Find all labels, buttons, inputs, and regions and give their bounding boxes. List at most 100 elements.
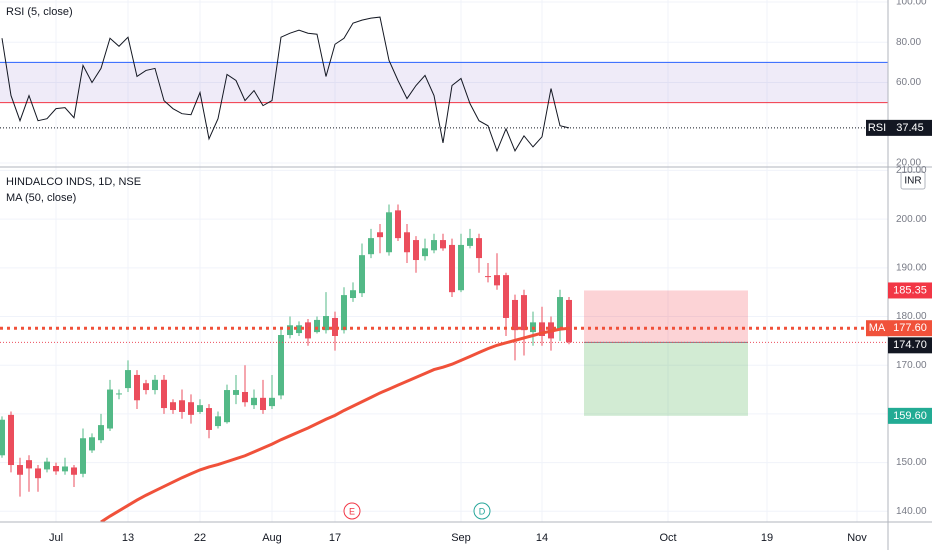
x-tick-label: Aug [262, 532, 282, 544]
candle-body [449, 244, 455, 293]
candle-body [17, 465, 23, 475]
candle-body [485, 276, 491, 278]
candle-body [269, 397, 275, 407]
candle-body [80, 438, 86, 474]
y-tick-label: 170.00 [896, 360, 927, 371]
candle-body [35, 468, 41, 479]
target-label: 159.60 [893, 410, 927, 422]
candle-body [107, 389, 113, 429]
event-marker [343, 502, 361, 520]
y-tick-label: 180.00 [896, 311, 927, 322]
candle-body [125, 370, 131, 389]
candle-body [323, 316, 329, 331]
candle-body [224, 390, 230, 423]
candle-body [566, 299, 572, 343]
y-tick-label: 20.00 [896, 158, 921, 169]
candle-body [44, 461, 50, 470]
candle-body [233, 390, 239, 395]
target-label-box [888, 407, 932, 424]
y-tick-label: 80.00 [896, 37, 921, 48]
candle-body [296, 325, 302, 334]
candle-body [386, 212, 392, 253]
x-tick-label: Jul [49, 532, 63, 544]
rsi-line [1, 16, 570, 153]
ma-value-label-box [888, 320, 932, 337]
candle-body [467, 238, 473, 246]
stop-label-box [888, 282, 932, 299]
last-value-label-box [888, 119, 932, 136]
x-tick-label: 19 [761, 532, 773, 544]
rsi-pane [0, 16, 888, 153]
series-tag-box [866, 119, 888, 136]
candle-body [143, 383, 149, 391]
currency: INR [904, 176, 921, 187]
last-value-label: 37.45 [896, 122, 924, 134]
stop-label: 185.35 [893, 284, 927, 296]
candle-body [242, 391, 248, 403]
candle-body [278, 335, 284, 396]
x-tick-label: Oct [659, 532, 676, 544]
candle-body [206, 408, 212, 430]
candle-body [62, 466, 68, 472]
candle-body [431, 240, 437, 251]
candle-body [170, 402, 176, 411]
series-tag-box [866, 320, 888, 337]
candle-body [287, 325, 293, 336]
candle-body [377, 232, 383, 238]
candle-body [494, 275, 500, 286]
x-tick-label: Nov [847, 532, 867, 544]
event-label: D [479, 506, 486, 516]
x-tick-label: 22 [194, 532, 206, 544]
candle-body [503, 275, 509, 318]
x-tick-label: 14 [536, 532, 548, 544]
candle-body [188, 402, 194, 415]
event-label: E [349, 506, 355, 516]
ma-line [100, 326, 570, 522]
candle-body [116, 393, 122, 395]
candle-body [179, 400, 185, 412]
candle-body [557, 297, 563, 331]
candle-body [404, 232, 410, 253]
candle-body [512, 299, 518, 331]
x-tick-label: Sep [451, 532, 471, 544]
rsi-title: RSI (5, close) [6, 6, 73, 18]
event-marker [473, 502, 491, 520]
candle-body [395, 210, 401, 239]
candle-body [476, 238, 482, 259]
ma-legend: MA (50, close) [6, 192, 76, 204]
x-tick-label: 17 [329, 532, 341, 544]
candle-body [215, 416, 221, 427]
candle-body [197, 405, 203, 412]
candle-body [89, 437, 95, 451]
band [0, 62, 888, 103]
series-tag: MA [869, 322, 886, 334]
y-tick-label: 100.00 [896, 0, 927, 8]
y-tick-label: 140.00 [896, 506, 927, 517]
price-pane [0, 204, 888, 522]
candle-body [350, 290, 356, 299]
y-tick-label: 150.00 [896, 457, 927, 468]
candle-body [341, 295, 347, 331]
candle-body [359, 255, 365, 294]
candle-body [413, 240, 419, 261]
candle-body [368, 238, 374, 255]
last-price-label: 174.70 [893, 339, 927, 351]
candle-body [161, 379, 167, 409]
y-tick-label: 200.00 [896, 214, 927, 225]
last-price-label-box [888, 337, 932, 354]
candle-body [26, 460, 32, 469]
y-tick-label: 60.00 [896, 77, 921, 88]
candle-body [71, 467, 77, 475]
y-tick-label: 210.00 [896, 165, 927, 176]
ma-value-label: 177.60 [893, 322, 927, 334]
candle-body [440, 240, 446, 249]
candle-body [314, 319, 320, 333]
candle-body [0, 419, 5, 456]
y-tick-label: 190.00 [896, 262, 927, 273]
candle-body [305, 322, 311, 339]
chart-title: HINDALCO INDS, 1D, NSE [6, 176, 141, 188]
candle-body [422, 248, 428, 257]
candle-body [152, 379, 158, 391]
